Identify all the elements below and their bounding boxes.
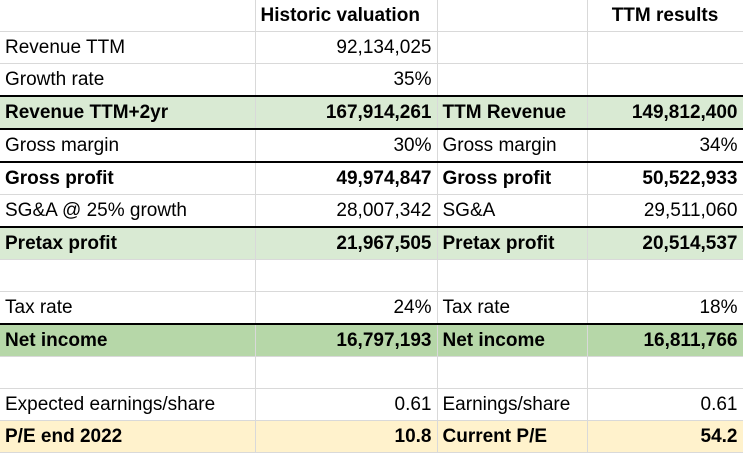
ttm-label[interactable] bbox=[437, 356, 588, 389]
row-label[interactable]: Growth rate bbox=[0, 63, 256, 97]
header-cell-c[interactable] bbox=[437, 0, 588, 32]
ttm-label[interactable]: Pretax profit bbox=[437, 227, 588, 260]
historic-value[interactable]: 49,974,847 bbox=[255, 162, 438, 195]
row-label[interactable]: Expected earnings/share bbox=[0, 388, 256, 421]
ttm-label[interactable]: SG&A bbox=[437, 194, 588, 228]
ttm-value[interactable]: 54.2 bbox=[587, 420, 743, 453]
ttm-value[interactable]: 149,812,400 bbox=[587, 95, 743, 130]
ttm-value[interactable]: 20,514,537 bbox=[587, 227, 743, 260]
ttm-value[interactable] bbox=[587, 63, 743, 97]
table-row-revenue-ttm-2yr: Revenue TTM+2yr 167,914,261 TTM Revenue … bbox=[0, 95, 743, 130]
table-row-pe: P/E end 2022 10.8 Current P/E 54.2 bbox=[0, 420, 743, 453]
row-label[interactable]: Pretax profit bbox=[0, 227, 256, 260]
row-label[interactable]: Revenue TTM+2yr bbox=[0, 95, 256, 130]
row-label[interactable]: Tax rate bbox=[0, 291, 256, 325]
ttm-value[interactable]: 50,522,933 bbox=[587, 162, 743, 195]
row-label[interactable]: Gross margin bbox=[0, 129, 256, 163]
ttm-label[interactable]: Net income bbox=[437, 324, 588, 357]
ttm-value[interactable]: 18% bbox=[587, 291, 743, 325]
table-row-net-income: Net income 16,797,193 Net income 16,811,… bbox=[0, 324, 743, 357]
historic-valuation-header[interactable]: Historic valuation bbox=[255, 0, 438, 32]
table-row-gross-profit: Gross profit 49,974,847 Gross profit 50,… bbox=[0, 162, 743, 195]
row-label[interactable]: P/E end 2022 bbox=[0, 420, 256, 453]
ttm-value[interactable]: 0.61 bbox=[587, 388, 743, 421]
row-label[interactable] bbox=[0, 259, 256, 292]
header-row: Historic valuation TTM results bbox=[0, 0, 743, 32]
historic-value[interactable]: 16,797,193 bbox=[255, 324, 438, 357]
table-row-empty bbox=[0, 356, 743, 389]
ttm-label[interactable]: Current P/E bbox=[437, 420, 588, 453]
ttm-label[interactable]: Tax rate bbox=[437, 291, 588, 325]
ttm-value[interactable] bbox=[587, 31, 743, 64]
historic-value[interactable]: 35% bbox=[255, 63, 438, 97]
table-row-revenue-ttm: Revenue TTM 92,134,025 bbox=[0, 31, 743, 64]
ttm-label[interactable] bbox=[437, 63, 588, 97]
ttm-label[interactable] bbox=[437, 259, 588, 292]
historic-value[interactable] bbox=[255, 259, 438, 292]
table-row-growth-rate: Growth rate 35% bbox=[0, 63, 743, 97]
historic-value[interactable]: 92,134,025 bbox=[255, 31, 438, 64]
historic-value[interactable]: 24% bbox=[255, 291, 438, 325]
historic-value[interactable]: 0.61 bbox=[255, 388, 438, 421]
historic-value[interactable] bbox=[255, 356, 438, 389]
ttm-label[interactable]: Gross profit bbox=[437, 162, 588, 195]
table-row-tax-rate: Tax rate 24% Tax rate 18% bbox=[0, 291, 743, 325]
ttm-label[interactable]: Gross margin bbox=[437, 129, 588, 163]
ttm-value[interactable]: 29,511,060 bbox=[587, 194, 743, 228]
ttm-label[interactable]: Earnings/share bbox=[437, 388, 588, 421]
table-row-sga: SG&A @ 25% growth 28,007,342 SG&A 29,511… bbox=[0, 194, 743, 228]
historic-value[interactable]: 167,914,261 bbox=[255, 95, 438, 130]
historic-value[interactable]: 10.8 bbox=[255, 420, 438, 453]
row-label[interactable] bbox=[0, 356, 256, 389]
row-label[interactable]: Net income bbox=[0, 324, 256, 357]
table-row-gross-margin: Gross margin 30% Gross margin 34% bbox=[0, 129, 743, 163]
historic-value[interactable]: 30% bbox=[255, 129, 438, 163]
historic-value[interactable]: 21,967,505 bbox=[255, 227, 438, 260]
historic-value[interactable]: 28,007,342 bbox=[255, 194, 438, 228]
ttm-label[interactable]: TTM Revenue bbox=[437, 95, 588, 130]
ttm-value[interactable] bbox=[587, 356, 743, 389]
table-row-empty bbox=[0, 259, 743, 292]
ttm-label[interactable] bbox=[437, 31, 588, 64]
ttm-value[interactable] bbox=[587, 259, 743, 292]
ttm-value[interactable]: 34% bbox=[587, 129, 743, 163]
ttm-value[interactable]: 16,811,766 bbox=[587, 324, 743, 357]
table-row-earnings-per-share: Expected earnings/share 0.61 Earnings/sh… bbox=[0, 388, 743, 421]
header-cell-a[interactable] bbox=[0, 0, 256, 32]
row-label[interactable]: SG&A @ 25% growth bbox=[0, 194, 256, 228]
row-label[interactable]: Gross profit bbox=[0, 162, 256, 195]
ttm-results-header[interactable]: TTM results bbox=[587, 0, 743, 32]
row-label[interactable]: Revenue TTM bbox=[0, 31, 256, 64]
table-row-pretax-profit: Pretax profit 21,967,505 Pretax profit 2… bbox=[0, 227, 743, 260]
